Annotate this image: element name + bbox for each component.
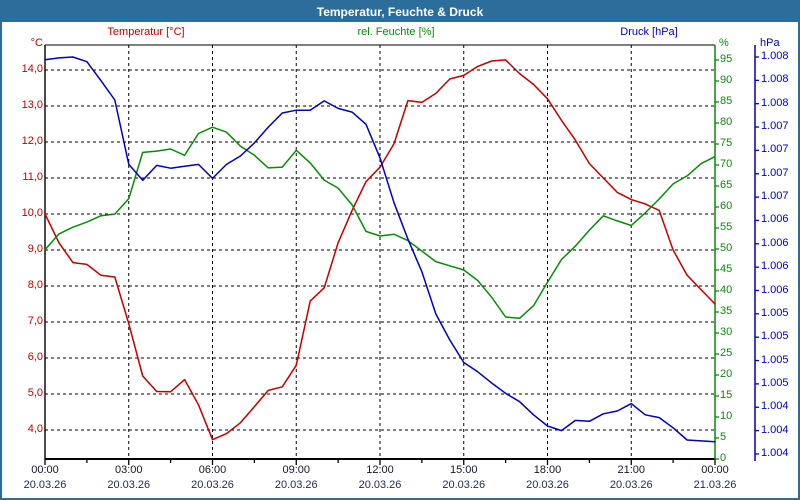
series-pressure: [44, 56, 716, 443]
x-axis-time-label: 12:00: [366, 464, 394, 476]
humidity-axis-label: 75: [720, 137, 733, 149]
pressure-axis-label: 1.005: [761, 306, 789, 319]
x-axis-time-label: 00:00: [31, 464, 59, 476]
humidity-axis-label: 20: [720, 368, 733, 380]
humidity-axis-label: 40: [720, 284, 733, 296]
pressure-axis-label: 1.006: [761, 260, 789, 273]
temp-axis-label: 9,0: [27, 243, 43, 255]
pressure-axis-label: 1.008: [761, 50, 789, 62]
x-axis-date-label: 20.03.26: [609, 479, 653, 491]
temp-axis-label: 14,0: [21, 63, 43, 75]
x-axis-date-label: 20.03.26: [23, 479, 67, 491]
pressure-axis-label: 1.008: [761, 73, 789, 86]
humidity-axis-label: 10: [720, 410, 733, 422]
series-temperature: [44, 59, 716, 441]
pressure-axis-label: 1.004: [761, 400, 789, 413]
temp-axis-label: 10,0: [21, 207, 43, 219]
humidity-axis-unit: %: [719, 37, 729, 49]
x-axis-date-label: 20.03.26: [274, 479, 318, 491]
legend-temperature: Temperatur [°C]: [107, 26, 185, 38]
pressure-axis-label: 1.004: [761, 423, 789, 436]
humidity-axis-label: 85: [720, 95, 733, 107]
x-axis-date-label: 20.03.26: [107, 479, 151, 491]
x-axis-time-label: 06:00: [198, 464, 227, 476]
humidity-axis-label: 80: [720, 116, 733, 128]
title-bar[interactable]: Temperatur, Feuchte & Druck: [2, 2, 798, 22]
x-axis-date-label: 21.03.26: [693, 479, 737, 491]
humidity-axis-label: 60: [720, 200, 733, 212]
pressure-axis-label: 1.004: [761, 446, 789, 459]
humidity-axis-label: 5: [720, 431, 727, 443]
x-axis-time-label: 03:00: [114, 464, 143, 476]
pressure-axis-label: 1.006: [761, 213, 789, 226]
x-axis-date-label: 20.03.26: [358, 479, 402, 491]
humidity-axis-label: 0: [720, 452, 727, 464]
humidity-axis-label: 70: [720, 158, 733, 170]
humidity-axis-label: 55: [720, 221, 733, 233]
humidity-axis-label: 30: [720, 326, 733, 338]
humidity-axis-label: 35: [720, 305, 733, 317]
temp-axis-label: 5,0: [27, 387, 43, 399]
x-axis-time-label: 09:00: [282, 464, 311, 476]
humidity-axis-label: 15: [720, 389, 733, 401]
pressure-axis-label: 1.005: [761, 330, 789, 343]
x-axis-date-label: 20.03.26: [191, 479, 234, 491]
temp-axis-unit: °C: [30, 37, 43, 49]
legend-pressure: Druck [hPa]: [620, 26, 678, 38]
x-axis-date-label: 20.03.26: [442, 479, 486, 491]
humidity-axis-label: 90: [720, 74, 733, 86]
humidity-axis-label: 95: [720, 53, 733, 65]
legend-humidity: rel. Feuchte [%]: [357, 26, 435, 38]
x-axis-time-label: 15:00: [449, 464, 478, 476]
pressure-axis-label: 1.005: [761, 353, 789, 366]
temp-axis-label: 6,0: [27, 351, 43, 363]
pressure-axis-label: 1.005: [761, 376, 789, 389]
temp-axis-label: 11,0: [22, 171, 43, 183]
series-humidity: [44, 126, 716, 320]
humidity-axis-label: 65: [720, 179, 733, 191]
x-axis-time-label: 00:00: [701, 464, 729, 476]
pressure-axis-label: 1.007: [761, 143, 789, 156]
temp-axis-label: 12,0: [21, 135, 43, 147]
pressure-axis-label: 1.006: [761, 236, 789, 249]
window-title: Temperatur, Feuchte & Druck: [316, 5, 484, 19]
pressure-axis-label: 1.006: [761, 283, 789, 296]
temp-axis-label: 8,0: [27, 279, 43, 291]
humidity-axis-label: 45: [720, 263, 733, 275]
x-axis-time-label: 18:00: [533, 464, 562, 476]
humidity-axis-label: 25: [720, 347, 733, 359]
pressure-axis-unit: hPa: [760, 37, 780, 49]
pressure-axis-label: 1.007: [761, 120, 789, 133]
temp-axis-label: 4,0: [27, 423, 43, 435]
pressure-axis-label: 1.007: [761, 166, 789, 179]
temp-axis-label: 13,0: [21, 99, 43, 111]
pressure-axis-label: 1.007: [761, 190, 789, 203]
humidity-axis-label: 50: [720, 242, 733, 254]
pressure-axis-label: 1.008: [761, 96, 789, 109]
x-axis-date-label: 20.03.26: [526, 479, 569, 491]
temp-axis-label: 7,0: [27, 315, 43, 327]
x-axis-time-label: 21:00: [617, 464, 646, 476]
